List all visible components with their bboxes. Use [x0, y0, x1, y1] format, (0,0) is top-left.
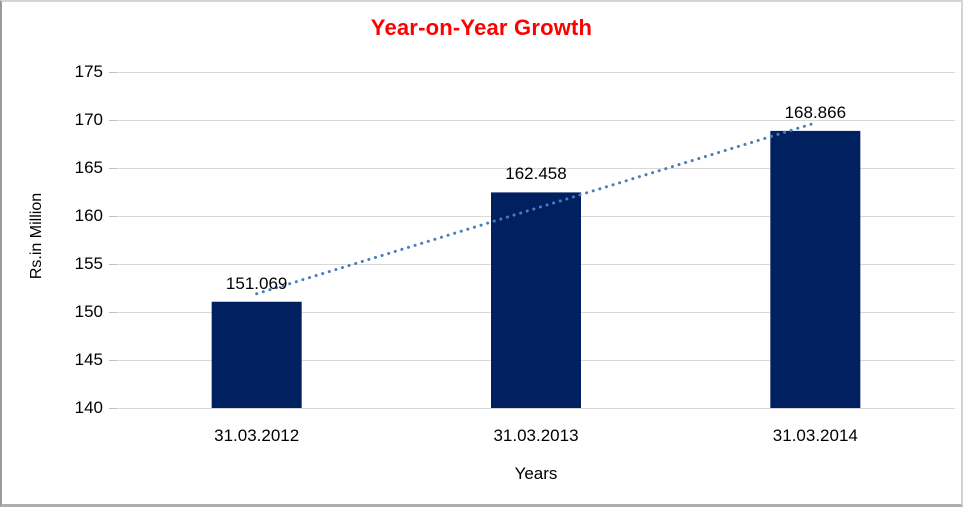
y-tick-label: 170	[74, 110, 103, 129]
bars-group	[211, 130, 861, 408]
y-tick-label: 145	[74, 350, 103, 369]
bar	[491, 192, 581, 408]
bar	[770, 130, 861, 408]
bar-value-label: 168.866	[784, 102, 847, 122]
chart-title: Year-on-Year Growth	[370, 15, 593, 40]
trendline	[255, 121, 817, 296]
y-tick-label: 165	[74, 158, 103, 177]
x-axis-title: Years	[514, 464, 558, 483]
bar-value-label: 162.458	[505, 164, 567, 184]
y-tick-label: 150	[74, 302, 103, 321]
x-category-label: 31.03.2012	[214, 426, 300, 445]
y-axis-title: Rs.in Million	[28, 192, 45, 280]
x-category-label: 31.03.2014	[772, 426, 858, 445]
y-ticks-group	[109, 72, 117, 409]
trendline-group	[255, 121, 817, 296]
y-tick-label: 155	[74, 254, 103, 273]
y-tick-label: 140	[74, 398, 103, 417]
y-tick-label: 160	[74, 206, 103, 225]
bar-value-label: 151.069	[225, 273, 288, 293]
bar	[211, 301, 302, 408]
x-category-label: 31.03.2013	[493, 426, 579, 445]
y-tick-label: 175	[74, 62, 103, 81]
